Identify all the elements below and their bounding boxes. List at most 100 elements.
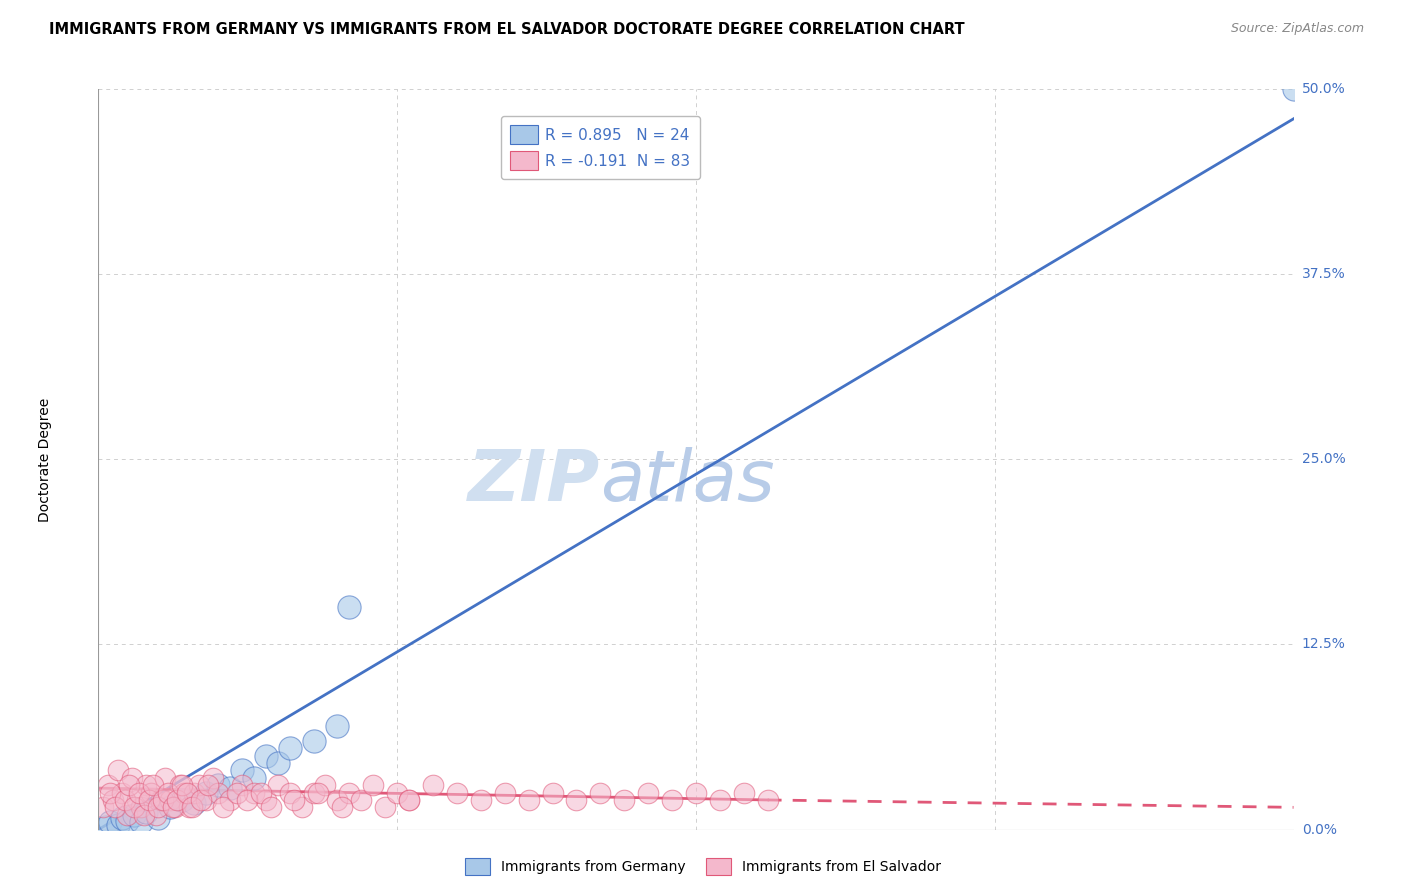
Text: ZIP: ZIP xyxy=(468,447,600,516)
Point xyxy=(398,793,420,807)
Point xyxy=(250,786,273,800)
Text: Doctorate Degree: Doctorate Degree xyxy=(38,397,52,522)
Point xyxy=(326,793,349,807)
Point xyxy=(207,778,229,792)
Point xyxy=(307,786,329,800)
Point xyxy=(267,756,290,770)
Point xyxy=(128,786,150,800)
Point xyxy=(517,793,540,807)
Point xyxy=(470,793,492,807)
Point xyxy=(163,800,186,814)
Point xyxy=(131,800,153,814)
Point xyxy=(259,800,281,814)
Text: 12.5%: 12.5% xyxy=(1302,638,1346,651)
Point xyxy=(231,764,253,778)
Text: 0.0%: 0.0% xyxy=(1302,822,1337,837)
Point xyxy=(135,805,157,819)
Point xyxy=(339,600,361,615)
Point xyxy=(148,811,170,825)
Point xyxy=(135,778,157,792)
Point xyxy=(139,786,162,800)
Point xyxy=(101,793,124,807)
Point xyxy=(1282,82,1305,96)
Text: Source: ZipAtlas.com: Source: ZipAtlas.com xyxy=(1230,22,1364,36)
Point xyxy=(183,786,205,800)
Point xyxy=(733,786,755,800)
Point xyxy=(172,778,194,792)
Point xyxy=(589,786,612,800)
Point xyxy=(363,778,385,792)
Point xyxy=(709,793,731,807)
Point xyxy=(422,778,444,792)
Text: IMMIGRANTS FROM GERMANY VS IMMIGRANTS FROM EL SALVADOR DOCTORATE DEGREE CORRELAT: IMMIGRANTS FROM GERMANY VS IMMIGRANTS FR… xyxy=(49,22,965,37)
Point xyxy=(756,793,779,807)
Point xyxy=(211,800,233,814)
Point xyxy=(565,793,588,807)
Point xyxy=(149,793,172,807)
Point xyxy=(107,764,129,778)
Point xyxy=(156,786,179,800)
Text: atlas: atlas xyxy=(600,447,775,516)
Point xyxy=(661,793,683,807)
Point xyxy=(91,800,114,814)
Text: 25.0%: 25.0% xyxy=(1302,452,1346,467)
Point xyxy=(111,786,134,800)
Point xyxy=(302,733,325,747)
Point xyxy=(219,781,242,796)
Point xyxy=(118,778,141,792)
Point xyxy=(179,800,201,814)
Point xyxy=(121,771,143,785)
Point xyxy=(169,778,191,792)
Point xyxy=(180,800,202,814)
Point xyxy=(231,778,253,792)
Point xyxy=(114,793,136,807)
Point xyxy=(148,800,170,814)
Point xyxy=(104,800,127,814)
Point xyxy=(197,778,219,792)
Point xyxy=(315,778,337,792)
Point xyxy=(494,786,516,800)
Point xyxy=(125,793,148,807)
Point xyxy=(278,741,301,756)
Point xyxy=(183,796,205,810)
Text: 37.5%: 37.5% xyxy=(1302,268,1346,281)
Point xyxy=(98,815,122,830)
Point xyxy=(243,771,266,785)
Point xyxy=(226,786,249,800)
Point xyxy=(111,811,134,825)
Point xyxy=(302,786,325,800)
Point xyxy=(162,800,184,814)
Point xyxy=(155,771,177,785)
Point xyxy=(283,793,305,807)
Point xyxy=(166,793,188,807)
Point xyxy=(152,793,174,807)
Point xyxy=(637,786,659,800)
Point xyxy=(187,778,209,792)
Point xyxy=(138,793,160,807)
Point xyxy=(142,778,165,792)
Point xyxy=(398,793,420,807)
Text: 50.0%: 50.0% xyxy=(1302,82,1346,96)
Point xyxy=(115,814,138,828)
Point xyxy=(278,786,301,800)
Point xyxy=(541,786,564,800)
Point xyxy=(132,807,155,822)
Point xyxy=(107,818,129,832)
Point xyxy=(291,800,314,814)
Point xyxy=(97,778,120,792)
Point xyxy=(145,807,167,822)
Point xyxy=(195,793,218,807)
Point xyxy=(207,786,229,800)
Point xyxy=(176,786,198,800)
Point xyxy=(115,807,138,822)
Point xyxy=(159,800,181,814)
Point xyxy=(173,786,195,800)
Point xyxy=(374,800,396,814)
Point xyxy=(326,719,349,733)
Point xyxy=(685,786,707,800)
Legend: R = 0.895   N = 24, R = -0.191  N = 83: R = 0.895 N = 24, R = -0.191 N = 83 xyxy=(501,116,700,179)
Point xyxy=(350,793,373,807)
Point xyxy=(267,778,290,792)
Point xyxy=(94,820,117,834)
Point xyxy=(613,793,636,807)
